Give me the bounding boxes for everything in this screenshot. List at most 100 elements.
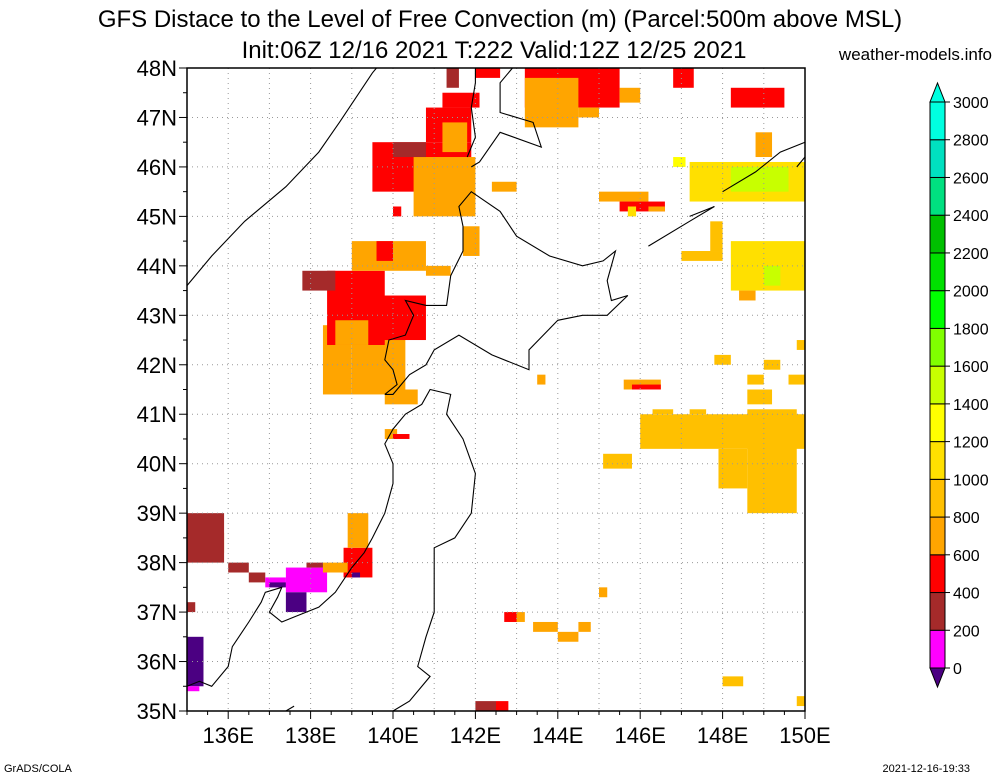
colorbar-swatch (929, 516, 946, 556)
field-layer (187, 68, 805, 711)
colorbar-swatch (929, 214, 946, 254)
field-cell (631, 384, 661, 390)
field-cell (747, 409, 797, 514)
colorbar-label: 0 (953, 661, 962, 678)
field-cell (446, 68, 459, 88)
colorbar-swatch (929, 290, 946, 329)
field-cell (722, 676, 744, 687)
lat-label: 38N (137, 551, 177, 576)
field-cell (302, 270, 336, 291)
field-cell (648, 206, 665, 212)
field-cell (673, 157, 686, 167)
field-cell (228, 562, 249, 573)
lat-label: 41N (137, 402, 177, 427)
lat-label: 48N (137, 56, 177, 81)
colorbar-label: 2200 (953, 246, 989, 263)
colorbar-label: 400 (953, 586, 980, 603)
coastline (186, 388, 476, 712)
coastline (648, 205, 715, 247)
field-cell (442, 122, 468, 153)
lat-label: 35N (137, 699, 177, 724)
colorbar-label: 1200 (953, 435, 989, 452)
field-cell (578, 621, 591, 632)
field-cell (475, 701, 496, 711)
field-cell (269, 582, 286, 588)
field-cell (351, 572, 361, 578)
lat-label: 43N (137, 303, 177, 328)
colorbar-lower-arrow (929, 667, 946, 689)
colorbar-label: 600 (953, 548, 980, 565)
colorbar-swatch (929, 176, 946, 216)
field-cell (384, 429, 398, 439)
colorbar-swatch (929, 101, 946, 141)
field-cell (652, 409, 674, 415)
field-cell (747, 374, 764, 385)
field-cell (463, 226, 480, 256)
coastline (186, 67, 377, 286)
lat-label: 39N (137, 501, 177, 526)
lat-label: 36N (137, 650, 177, 675)
field-cell (557, 631, 579, 642)
colorbar: 0 200 400 600 800 1000 1200 1400 1600 1800 2000 220… (929, 81, 989, 689)
field-cell (739, 290, 756, 301)
field-cell (384, 389, 418, 405)
colorbar-swatch (929, 592, 946, 631)
field-cell (533, 621, 558, 632)
site-name: weather-models.info (838, 45, 992, 64)
field-cell (730, 166, 789, 192)
field-cell (491, 181, 517, 192)
coastline (471, 67, 543, 168)
field-cell (599, 587, 608, 598)
lat-label: 42N (137, 353, 177, 378)
field-cell (393, 434, 410, 439)
colorbar-label: 1000 (953, 472, 989, 489)
colorbar-swatch (929, 327, 946, 367)
field-cell (187, 686, 200, 692)
colorbar-swatch (929, 139, 946, 178)
latitude-labels: 35N 36N 37N 38N 39N 40N 41N 42N 43N 44N 45N 46N 47N 4… (137, 56, 177, 724)
colorbar-label: 200 (953, 623, 980, 640)
lon-label: 144E (532, 723, 583, 748)
field-cell (718, 448, 748, 489)
lat-label: 40N (137, 452, 177, 477)
lon-label: 138E (285, 723, 336, 748)
field-cell (763, 265, 781, 286)
field-cell (710, 221, 723, 252)
credit-text: GrADS/COLA (4, 763, 72, 775)
colorbar-label: 2400 (953, 208, 989, 225)
graticule (187, 68, 805, 711)
field-cell (796, 340, 805, 350)
colorbar-swatch (929, 252, 946, 292)
lat-label: 47N (137, 105, 177, 130)
colorbar-label: 1600 (953, 359, 989, 376)
lon-label: 146E (615, 723, 666, 748)
lon-label: 140E (367, 723, 418, 748)
field-cell (393, 142, 426, 158)
chart-title: GFS Distace to the Level of Free Convect… (97, 6, 903, 33)
field-cell (393, 206, 402, 217)
field-cell (372, 295, 426, 341)
colorbar-swatch (929, 478, 946, 518)
longitude-labels: 136E 138E 140E 142E 144E 146E 148E 150E (203, 723, 831, 748)
field-cell (730, 87, 785, 108)
lon-label: 142E (450, 723, 501, 748)
field-cell (796, 696, 805, 707)
field-cell (788, 374, 805, 385)
field-cell (714, 354, 731, 365)
colorbar-label: 1800 (953, 321, 989, 338)
lat-label: 37N (137, 600, 177, 625)
field-cell (306, 562, 323, 568)
field-cell (187, 513, 225, 563)
field-cell (187, 602, 196, 613)
lat-label: 44N (137, 254, 177, 279)
field-cell (681, 251, 723, 261)
field-cell (322, 562, 348, 573)
field-cell (578, 107, 599, 118)
lon-label: 136E (203, 723, 254, 748)
field-cell (335, 320, 369, 345)
lon-label: 148E (697, 723, 748, 748)
coastline (722, 141, 806, 193)
colorbar-label: 3000 (953, 95, 989, 112)
lat-label: 45N (137, 204, 177, 229)
